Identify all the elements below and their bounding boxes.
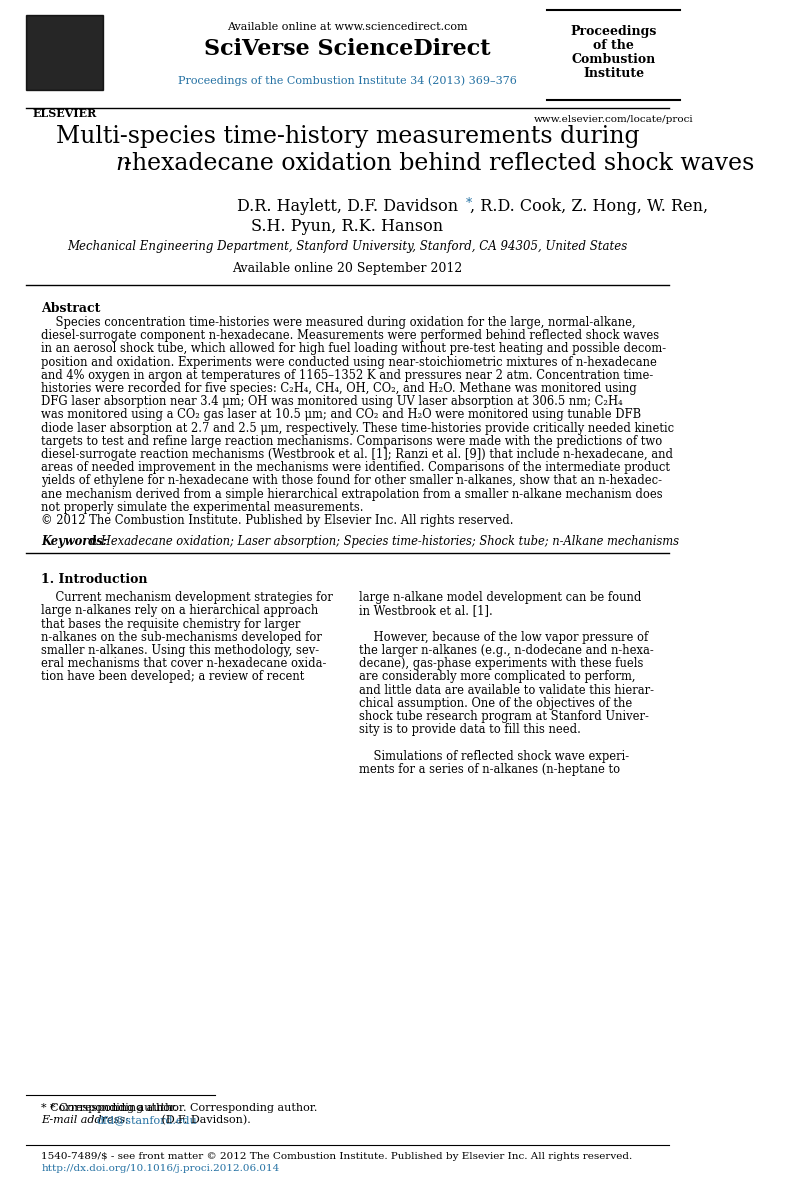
Text: E-mail address:: E-mail address: [41, 1115, 129, 1126]
Text: SciVerse ScienceDirect: SciVerse ScienceDirect [204, 38, 491, 60]
Text: (D.F. Davidson).: (D.F. Davidson). [158, 1115, 250, 1126]
Text: diesel-surrogate component n-hexadecane. Measurements were performed behind refl: diesel-surrogate component n-hexadecane.… [41, 329, 659, 342]
Text: S.H. Pyun, R.K. Hanson: S.H. Pyun, R.K. Hanson [251, 218, 444, 235]
Text: and 4% oxygen in argon at temperatures of 1165–1352 K and pressures near 2 atm. : and 4% oxygen in argon at temperatures o… [41, 368, 654, 382]
Text: Mechanical Engineering Department, Stanford University, Stanford, CA 94305, Unit: Mechanical Engineering Department, Stanf… [67, 240, 628, 253]
Text: chical assumption. One of the objectives of the: chical assumption. One of the objectives… [359, 697, 632, 710]
Text: * Corresponding author. Corresponding author.: * Corresponding author. Corresponding au… [49, 1103, 318, 1114]
Text: www.elsevier.com/locate/proci: www.elsevier.com/locate/proci [534, 115, 693, 124]
Text: was monitored using a CO₂ gas laser at 10.5 μm; and CO₂ and H₂O were monitored u: was monitored using a CO₂ gas laser at 1… [41, 408, 642, 421]
Text: n-alkanes on the sub-mechanisms developed for: n-alkanes on the sub-mechanisms develope… [41, 631, 322, 643]
Bar [26, 14, 103, 90]
Text: diesel-surrogate reaction mechanisms (Westbrook et al. [1]; Ranzi et al. [9]) th: diesel-surrogate reaction mechanisms (We… [41, 448, 673, 461]
Text: of the: of the [594, 38, 634, 52]
Text: sity is to provide data to fill this need.: sity is to provide data to fill this nee… [359, 724, 581, 736]
Text: decane), gas-phase experiments with these fuels: decane), gas-phase experiments with thes… [359, 658, 643, 670]
Text: shock tube research program at Stanford Univer-: shock tube research program at Stanford … [359, 710, 649, 722]
Text: n-Hexadecane oxidation; Laser absorption; Species time-histories; Shock tube; n-: n-Hexadecane oxidation; Laser absorption… [86, 535, 679, 548]
Text: dfd@stanford.edu: dfd@stanford.edu [97, 1115, 198, 1126]
Text: the larger n-alkanes (e.g., n-dodecane and n-hexa-: the larger n-alkanes (e.g., n-dodecane a… [359, 644, 654, 658]
Text: *: * [466, 197, 472, 210]
Text: Abstract: Abstract [41, 302, 100, 314]
Text: However, because of the low vapor pressure of: However, because of the low vapor pressu… [359, 631, 648, 643]
Text: , R.D. Cook, Z. Hong, W. Ren,: , R.D. Cook, Z. Hong, W. Ren, [470, 198, 708, 215]
Text: smaller n-alkanes. Using this methodology, sev-: smaller n-alkanes. Using this methodolog… [41, 644, 319, 658]
Text: 1. Introduction: 1. Introduction [41, 574, 147, 587]
Text: -hexadecane oxidation behind reflected shock waves: -hexadecane oxidation behind reflected s… [125, 152, 755, 175]
Text: ments for a series of n-alkanes (n-heptane to: ments for a series of n-alkanes (n-hepta… [359, 763, 620, 776]
Text: large n-alkanes rely on a hierarchical approach: large n-alkanes rely on a hierarchical a… [41, 605, 318, 618]
Text: * Corresponding author.: * Corresponding author. [41, 1103, 177, 1114]
Text: Proceedings: Proceedings [571, 25, 657, 38]
Text: histories were recorded for five species: C₂H₄, CH₄, OH, CO₂, and H₂O. Methane w: histories were recorded for five species… [41, 382, 637, 395]
Text: in an aerosol shock tube, which allowed for high fuel loading without pre-test h: in an aerosol shock tube, which allowed … [41, 342, 667, 355]
Text: areas of needed improvement in the mechanisms were identified. Comparisons of th: areas of needed improvement in the mecha… [41, 461, 670, 474]
Text: Proceedings of the Combustion Institute 34 (2013) 369–376: Proceedings of the Combustion Institute … [178, 74, 517, 85]
Text: ane mechanism derived from a simple hierarchical extrapolation from a smaller n-: ane mechanism derived from a simple hier… [41, 487, 663, 500]
Text: DFG laser absorption near 3.4 μm; OH was monitored using UV laser absorption at : DFG laser absorption near 3.4 μm; OH was… [41, 395, 623, 408]
Text: Keywords:: Keywords: [41, 535, 107, 548]
Text: diode laser absorption at 2.7 and 2.5 μm, respectively. These time-histories pro: diode laser absorption at 2.7 and 2.5 μm… [41, 421, 674, 434]
Text: 1540-7489/$ - see front matter © 2012 The Combustion Institute. Published by Els: 1540-7489/$ - see front matter © 2012 Th… [41, 1152, 633, 1162]
Text: Combustion: Combustion [572, 53, 656, 66]
Text: not properly simulate the experimental measurements.: not properly simulate the experimental m… [41, 500, 364, 514]
Text: eral mechanisms that cover n-hexadecane oxida-: eral mechanisms that cover n-hexadecane … [41, 658, 326, 670]
Text: D.R. Haylett, D.F. Davidson: D.R. Haylett, D.F. Davidson [237, 198, 458, 215]
Text: Species concentration time-histories were measured during oxidation for the larg: Species concentration time-histories wer… [41, 316, 636, 329]
Text: Current mechanism development strategies for: Current mechanism development strategies… [41, 592, 333, 605]
Text: tion have been developed; a review of recent: tion have been developed; a review of re… [41, 671, 305, 684]
Text: Multi-species time-history measurements during: Multi-species time-history measurements … [56, 125, 639, 148]
Text: © 2012 The Combustion Institute. Published by Elsevier Inc. All rights reserved.: © 2012 The Combustion Institute. Publish… [41, 514, 514, 527]
Text: Institute: Institute [583, 67, 645, 80]
Text: http://dx.doi.org/10.1016/j.proci.2012.06.014: http://dx.doi.org/10.1016/j.proci.2012.0… [41, 1164, 279, 1174]
Text: large n-alkane model development can be found: large n-alkane model development can be … [359, 592, 641, 605]
Text: Available online at www.sciencedirect.com: Available online at www.sciencedirect.co… [227, 22, 468, 32]
Text: and little data are available to validate this hierar-: and little data are available to validat… [359, 684, 654, 696]
Text: in Westbrook et al. [1].: in Westbrook et al. [1]. [359, 605, 492, 618]
Text: n: n [116, 152, 131, 175]
Text: that bases the requisite chemistry for larger: that bases the requisite chemistry for l… [41, 618, 301, 631]
Text: ELSEVIER: ELSEVIER [32, 108, 96, 119]
Text: are considerably more complicated to perform,: are considerably more complicated to per… [359, 671, 635, 684]
Text: position and oxidation. Experiments were conducted using near-stoichiometric mix: position and oxidation. Experiments were… [41, 355, 657, 368]
Text: Simulations of reflected shock wave experi-: Simulations of reflected shock wave expe… [359, 750, 629, 763]
Text: Available online 20 September 2012: Available online 20 September 2012 [232, 262, 463, 275]
Text: targets to test and refine large reaction mechanisms. Comparisons were made with: targets to test and refine large reactio… [41, 434, 663, 448]
Text: yields of ethylene for n-hexadecane with those found for other smaller n-alkanes: yields of ethylene for n-hexadecane with… [41, 474, 663, 487]
